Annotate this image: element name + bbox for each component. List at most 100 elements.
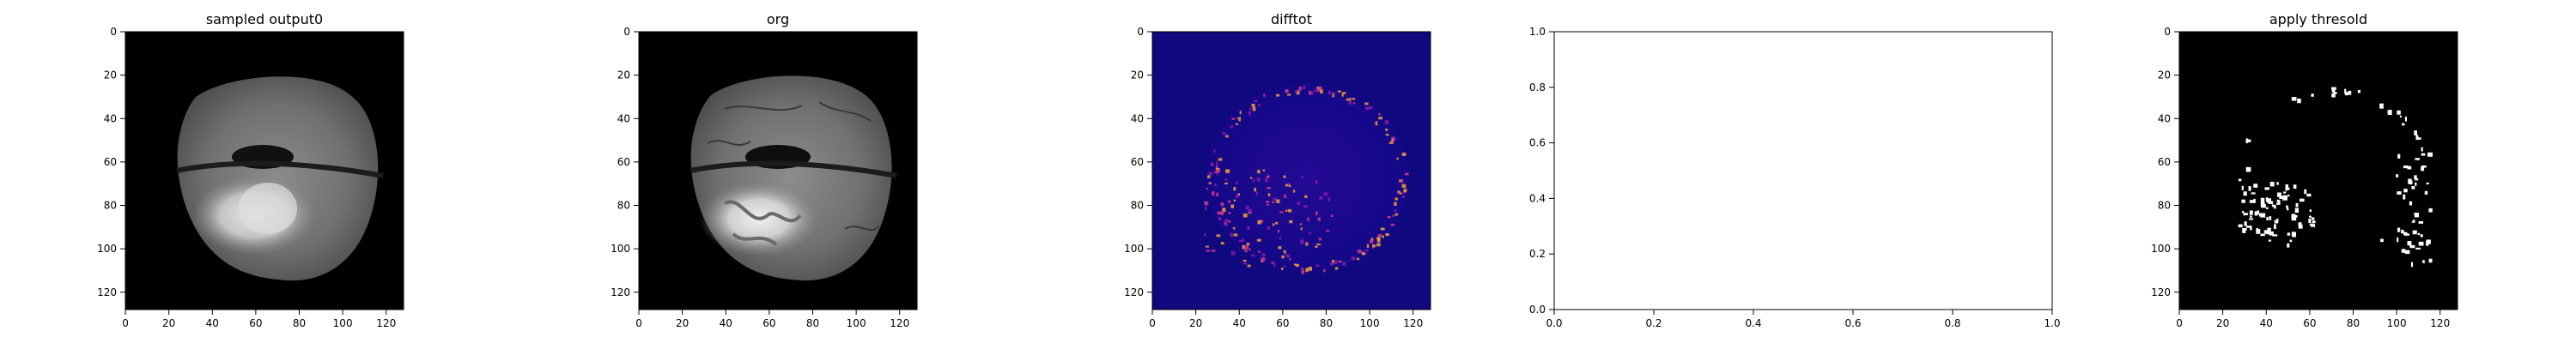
plot-frame — [1151, 31, 1431, 310]
diff-pixel — [1315, 179, 1318, 184]
y-tick-label: 40 — [104, 112, 117, 124]
diff-pixel — [1352, 102, 1356, 105]
diff-pixel — [1318, 87, 1322, 89]
mask-pixel — [2245, 166, 2251, 172]
x-axis-ticks: 0 20 40 60 80 100 120 — [1149, 310, 1423, 329]
diff-pixel — [1220, 242, 1224, 245]
lesion-core — [239, 183, 297, 234]
diff-pixel — [1205, 245, 1209, 248]
y-axis-ticks: 0.0 0.2 0.4 0.6 0.8 1.0 — [1529, 26, 1554, 316]
diff-pixel — [1394, 213, 1398, 216]
diff-pixel — [1315, 211, 1318, 216]
x-tick-label: 80 — [2347, 317, 2360, 329]
diff-pixel — [1298, 87, 1302, 91]
diff-pixel — [1246, 243, 1250, 246]
diff-pixel — [1378, 117, 1383, 120]
diff-pixel — [1279, 211, 1284, 214]
y-axis-ticks: 0 20 40 60 80 100 120 — [611, 26, 639, 298]
diff-pixel — [1309, 91, 1314, 95]
diff-pixel — [1273, 262, 1276, 267]
mask-pixel — [2271, 204, 2275, 208]
x-tick-label: 0.2 — [1645, 317, 1662, 329]
mask-pixel — [2397, 191, 2402, 195]
mask-pixel — [2269, 181, 2275, 187]
mask-pixel — [2287, 195, 2290, 197]
diff-pixel — [1230, 204, 1234, 208]
mask-pixel — [2421, 147, 2423, 152]
mask-pixel — [2251, 192, 2256, 195]
mask-pixel — [2287, 243, 2290, 248]
diff-pixel — [1294, 90, 1298, 93]
diff-pixel — [1224, 135, 1229, 138]
diff-pixel — [1257, 250, 1261, 253]
diff-pixel — [1251, 254, 1255, 257]
diff-pixel — [1265, 178, 1268, 183]
diff-pixel — [1323, 268, 1326, 273]
diff-pixel — [1204, 232, 1206, 237]
diff-pixel — [1287, 183, 1291, 185]
x-axis-ticks: 0 20 40 60 80 100 120 — [2176, 310, 2450, 329]
diff-pixel — [1301, 269, 1305, 274]
diff-pixel — [1242, 262, 1248, 265]
diff-pixel — [1271, 262, 1274, 264]
x-tick-label: 40 — [1233, 317, 1246, 329]
y-tick-label: 0.6 — [1529, 137, 1546, 149]
image-background — [2179, 32, 2458, 310]
diff-pixel — [1239, 111, 1242, 115]
diff-pixel — [1258, 104, 1261, 106]
diff-pixel — [1275, 221, 1279, 225]
y-tick-label: 120 — [97, 286, 117, 298]
mask-pixel — [2268, 201, 2274, 204]
mask-pixel — [2267, 227, 2271, 232]
x-tick-label: 120 — [2430, 317, 2450, 329]
diff-pixel — [1341, 92, 1346, 94]
mask-pixel — [2250, 226, 2252, 231]
mask-pixel — [2282, 195, 2287, 201]
diff-pixel — [1207, 175, 1211, 178]
diff-pixel — [1366, 244, 1370, 248]
diff-pixel — [1400, 192, 1402, 195]
diff-pixel — [1225, 169, 1230, 173]
diff-pixel — [1233, 233, 1238, 237]
x-axis-ticks: 0 20 40 60 80 100 120 — [122, 310, 396, 329]
diff-pixel — [1249, 107, 1253, 111]
diff-pixel — [1399, 179, 1402, 183]
mask-pixel — [2260, 233, 2265, 237]
mask-pixel — [2253, 198, 2256, 203]
x-tick-label: 80 — [293, 317, 306, 329]
x-tick-label: 20 — [676, 317, 689, 329]
mask-pixel — [2274, 220, 2279, 224]
diff-pixel — [1326, 230, 1330, 232]
brain-image — [176, 76, 384, 281]
diff-pixel — [1267, 203, 1269, 207]
diff-pixel — [1348, 100, 1352, 105]
diff-pixel — [1323, 192, 1328, 196]
mask-pixel — [2344, 88, 2347, 94]
diff-pixel — [1302, 86, 1306, 89]
diff-pixel — [1333, 92, 1336, 97]
mask-pixel — [2428, 258, 2433, 263]
y-tick-label: 40 — [2158, 112, 2171, 124]
mask-pixel — [2418, 220, 2424, 224]
diff-pixel — [1216, 169, 1220, 173]
diff-pixel — [1275, 93, 1280, 97]
y-tick-label: 120 — [1124, 286, 1144, 298]
plot-frame — [125, 31, 404, 310]
y-tick-label: 0 — [110, 26, 117, 38]
diff-pixel — [1266, 175, 1270, 178]
y-tick-label: 0 — [2164, 26, 2171, 38]
panel-title: sampled output0 — [206, 11, 323, 27]
diff-pixel — [1249, 248, 1251, 251]
diff-pixel — [1391, 139, 1394, 142]
x-tick-label: 100 — [333, 317, 353, 329]
plot-frame — [1553, 31, 2053, 310]
diff-pixel — [1284, 194, 1287, 198]
mask-pixel — [2264, 187, 2269, 190]
mask-pixel — [2311, 224, 2316, 227]
mask-pixel — [2397, 237, 2399, 243]
mask-pixel — [2396, 174, 2399, 178]
diff-pixel — [1257, 220, 1261, 225]
mask-pixel — [2242, 227, 2246, 233]
diff-pixel — [1273, 197, 1277, 201]
diff-pixel — [1309, 232, 1312, 235]
